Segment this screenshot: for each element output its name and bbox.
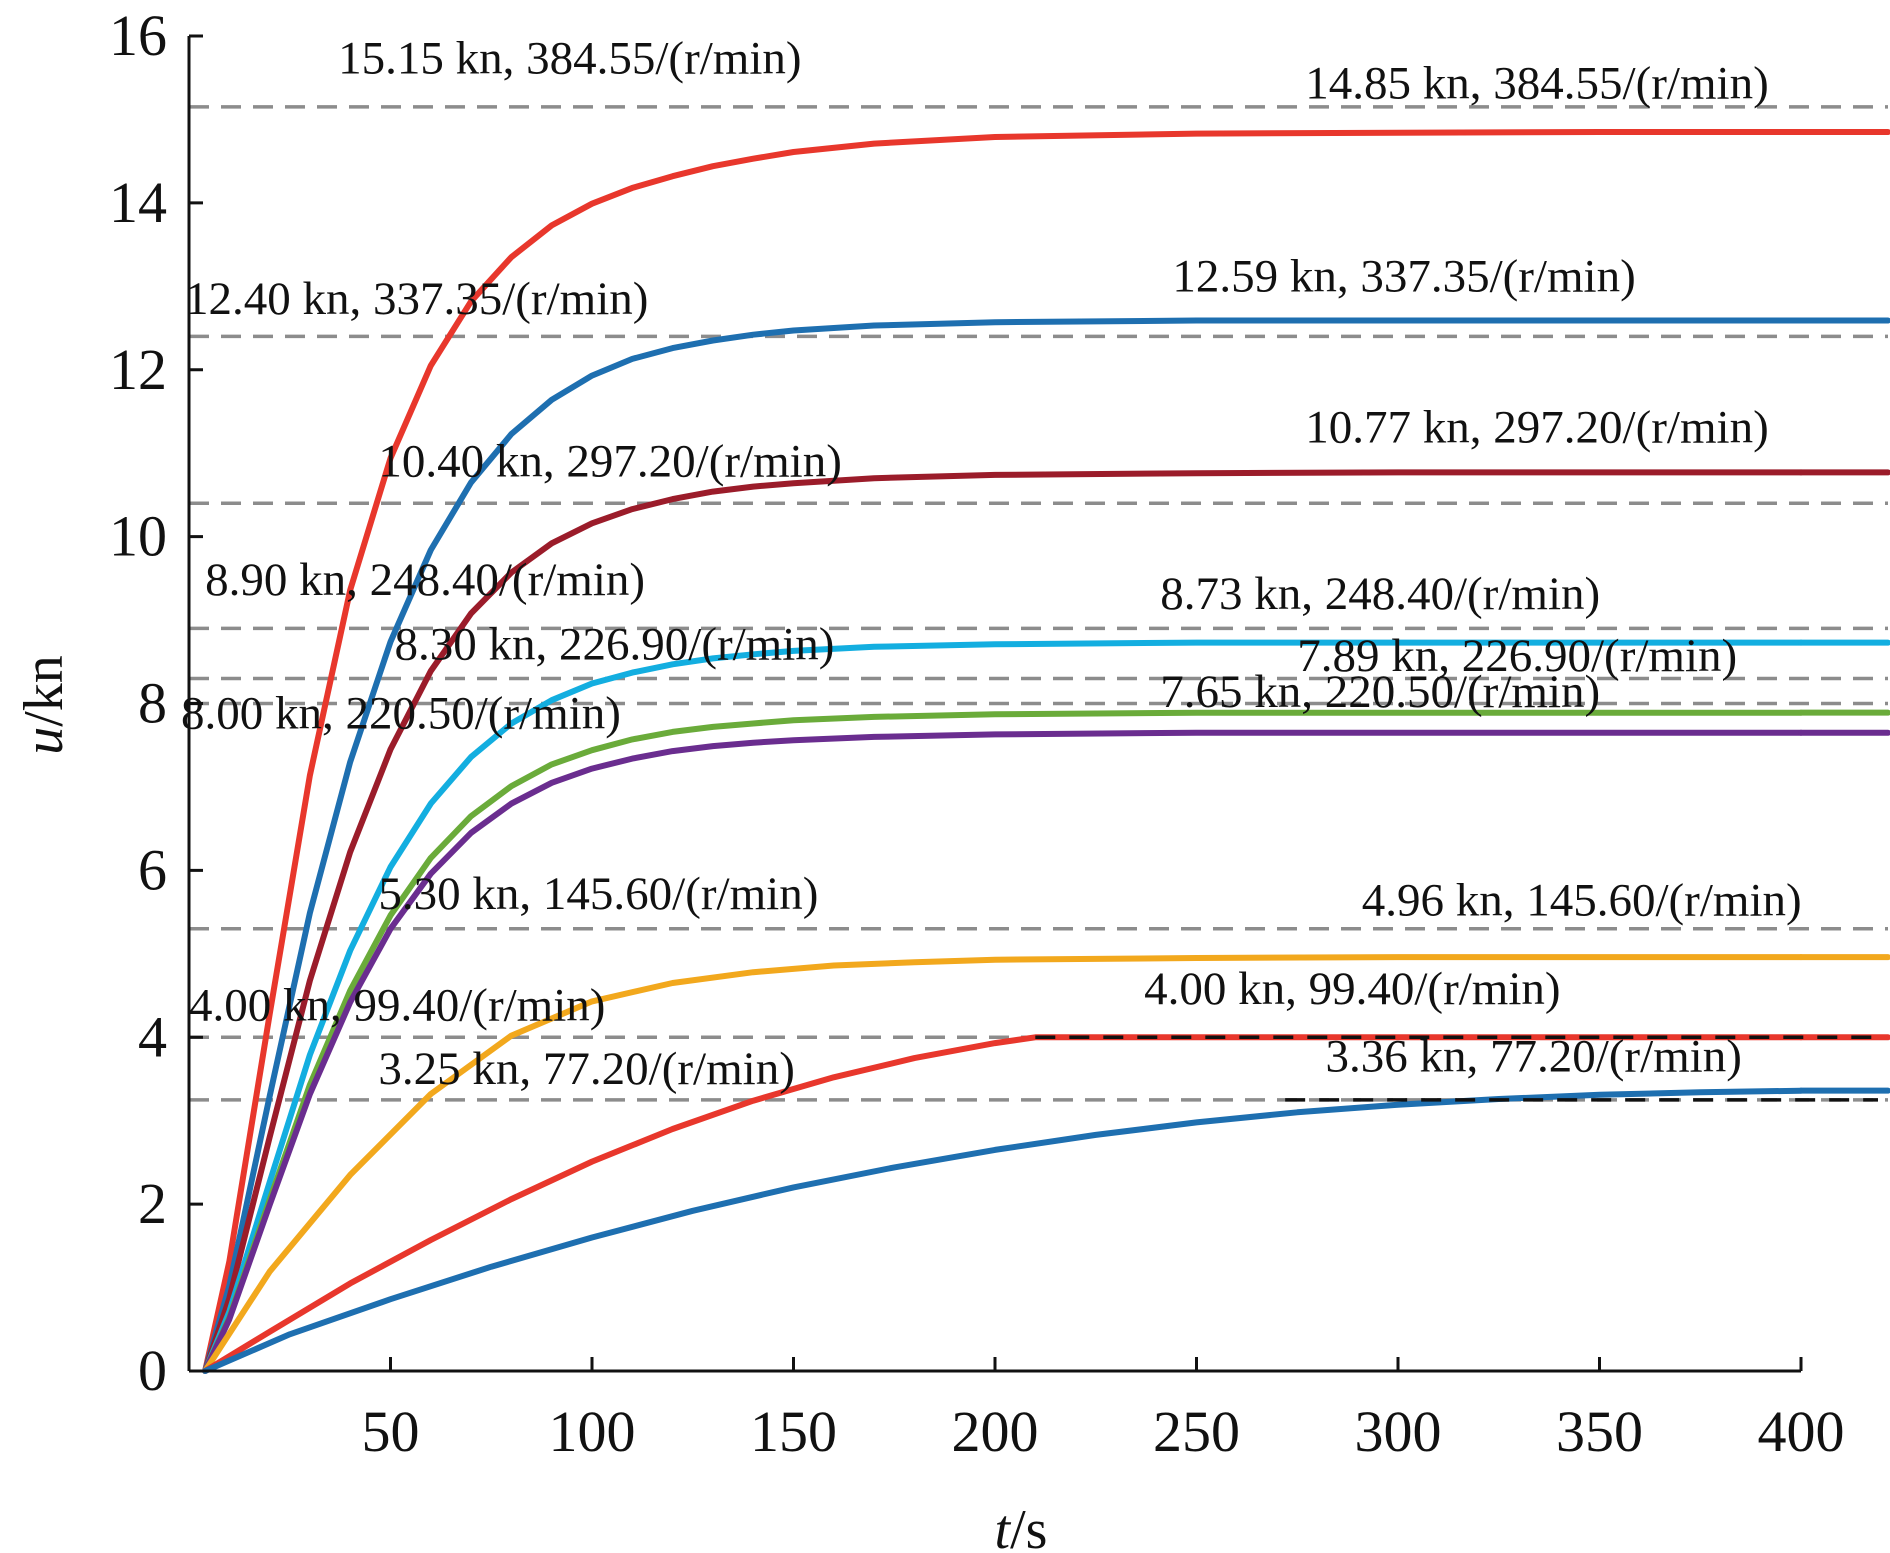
data-label: 8.30 kn, 226.90/(r/min) [395,618,835,670]
data-label: 15.15 kn, 384.55/(r/min) [338,33,801,85]
y-tick-label: 12 [109,337,167,402]
data-label: 7.65 kn, 220.50/(r/min) [1160,666,1600,718]
y-tick-label: 4 [138,1004,167,1069]
x-tick-label: 300 [1355,1399,1442,1464]
y-tick-label: 0 [138,1338,167,1403]
data-label: 10.40 kn, 297.20/(r/min) [378,436,841,488]
data-label: 12.40 kn, 337.35/(r/min) [185,273,648,325]
data-label: 12.59 kn, 337.35/(r/min) [1172,250,1635,302]
data-label: 7.89 kn, 226.90/(r/min) [1297,630,1737,682]
x-tick-label: 200 [952,1399,1039,1464]
data-label: 4.00 kn, 99.40/(r/min) [1144,963,1560,1015]
y-tick-label: 2 [138,1171,167,1236]
series-line [202,1034,1804,1374]
series-line [202,317,1804,1374]
data-label: 14.85 kn, 384.55/(r/min) [1305,58,1768,110]
data-label: 10.77 kn, 297.20/(r/min) [1305,401,1768,453]
x-tick-label: 150 [750,1399,837,1464]
series-line [202,954,1804,1374]
series-line [202,1087,1804,1374]
series-line [202,729,1804,1374]
data-label: 3.36 kn, 77.20/(r/min) [1325,1030,1741,1082]
series-line [202,639,1804,1374]
y-tick-label: 10 [109,504,167,569]
x-tick-label: 50 [362,1399,420,1464]
data-label: 4.00 kn, 99.40/(r/min) [189,980,605,1032]
y-tick-label: 8 [138,671,167,736]
series-line [202,469,1804,1374]
y-tick-label: 14 [109,170,167,235]
series-line [202,709,1804,1374]
y-tick-label: 16 [109,3,167,68]
data-label: 3.25 kn, 77.20/(r/min) [378,1043,794,1095]
series-line [202,129,1804,1374]
y-axis-label: u/kn [13,655,75,755]
data-label: 8.73 kn, 248.40/(r/min) [1160,568,1600,620]
data-label: 4.96 kn, 145.60/(r/min) [1362,874,1802,926]
x-tick-label: 350 [1556,1399,1643,1464]
ticks: 50 100 150 200 250 300 350 400 0 2 4 6 8 10 12 14 16 [109,3,1845,1464]
x-tick-label: 100 [549,1399,636,1464]
y-tick-label: 6 [138,837,167,902]
annotations: 15.15 kn, 384.55/(r/min) 14.85 kn, 384.55… [181,33,1802,1095]
x-tick-label: 250 [1153,1399,1240,1464]
x-axis-label: t/s [995,1499,1048,1553]
data-label: 8.00 kn, 220.50/(r/min) [181,688,621,740]
data-label: 5.30 kn, 145.60/(r/min) [378,868,818,920]
series-lines [202,128,1890,1374]
data-label: 8.90 kn, 248.40/(r/min) [205,554,645,606]
x-tick-label: 400 [1758,1399,1845,1464]
